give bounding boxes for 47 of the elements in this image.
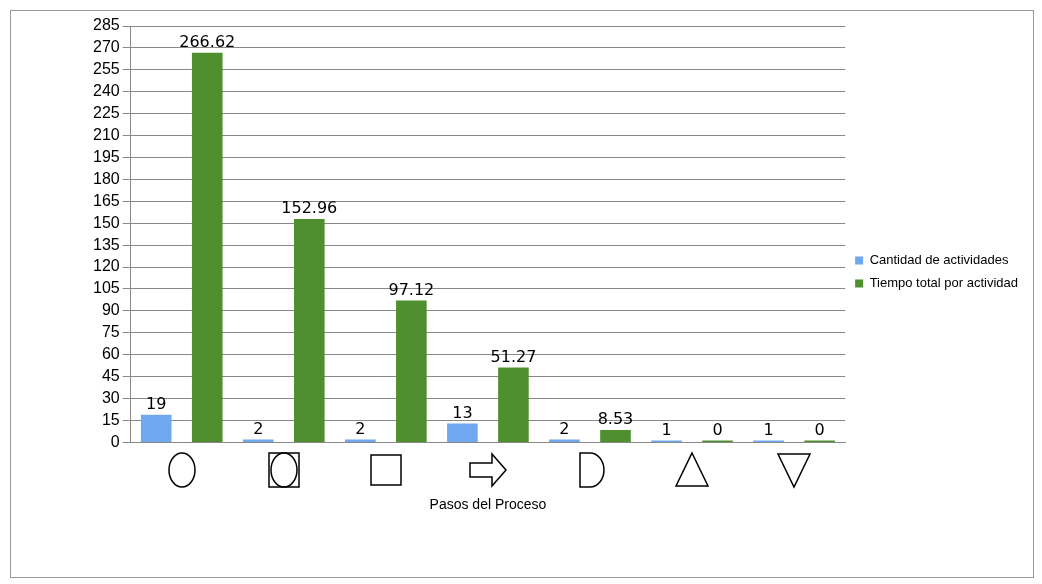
data-label: 1 (661, 419, 672, 439)
y-tick-label: 210 (92, 125, 120, 143)
bar (396, 300, 427, 442)
bar (294, 218, 325, 442)
legend-label: Cantidad de actividades (869, 252, 1009, 268)
bar (242, 439, 274, 442)
y-tick-label: 195 (92, 147, 120, 165)
data-label: 8.53 (597, 409, 634, 429)
y-tick-label: 270 (92, 38, 120, 56)
y-tick-label: 165 (92, 191, 120, 209)
y-tick-label: 90 (101, 301, 120, 319)
data-label: 0 (712, 419, 723, 439)
y-tick-label: 75 (101, 323, 120, 341)
y-tick-label: 30 (101, 388, 120, 406)
data-label: 2 (559, 418, 570, 438)
y-tick-label: 180 (92, 169, 120, 187)
y-tick-label: 255 (92, 60, 120, 78)
bar (600, 429, 631, 442)
y-tick-label: 60 (101, 345, 120, 363)
bar (447, 423, 478, 442)
bar (191, 52, 223, 442)
data-label: 51.27 (490, 346, 537, 366)
bar (345, 439, 376, 442)
y-tick-label: 105 (92, 279, 120, 297)
bar (140, 414, 172, 442)
y-tick-label: 135 (92, 235, 120, 253)
data-label: 0 (814, 419, 825, 439)
bar (549, 439, 580, 442)
bar (498, 367, 529, 442)
y-tick-label: 45 (101, 367, 120, 385)
y-tick-label: 240 (92, 82, 120, 100)
y-tick-label: 0 (110, 432, 120, 450)
data-label: 19 (146, 393, 167, 413)
y-tick-label: 285 (92, 16, 120, 34)
y-tick-label: 120 (92, 257, 120, 275)
x-axis-title: Pasos del Proceso (429, 496, 547, 513)
y-tick-label: 15 (101, 410, 120, 428)
data-label: 266.62 (179, 32, 236, 52)
y-tick-label: 150 (92, 213, 120, 231)
data-label: 2 (253, 418, 264, 438)
data-label: 2 (355, 418, 366, 438)
legend-label: Tiempo total por actividad (869, 275, 1018, 291)
data-label: 152.96 (281, 198, 338, 218)
y-tick-label: 225 (92, 104, 120, 122)
data-label: 13 (452, 402, 473, 422)
data-label: 1 (763, 419, 774, 439)
data-label: 97.12 (388, 279, 435, 299)
